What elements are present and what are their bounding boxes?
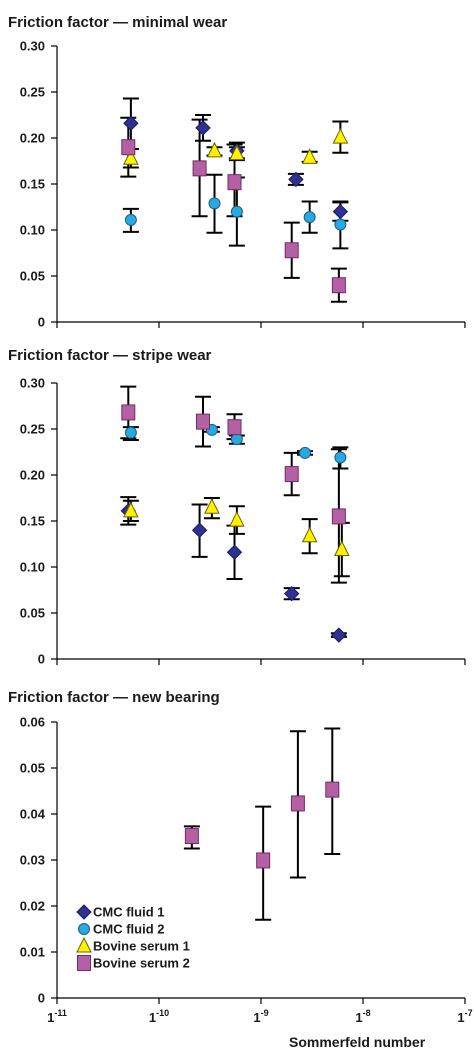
legend-marker-circle <box>78 923 90 935</box>
data-point-triangle <box>334 540 350 557</box>
data-point-diamond <box>288 171 304 188</box>
data-point-square <box>331 277 346 294</box>
y-tick-label: 0.02 <box>20 899 45 914</box>
data-point-triangle <box>229 510 245 527</box>
y-tick-label: 0.10 <box>20 560 45 575</box>
y-tick-label: 0.20 <box>20 468 45 483</box>
legend-label: Bovine serum 2 <box>93 956 190 971</box>
data-point-square <box>227 419 242 436</box>
data-point-circle <box>303 211 316 224</box>
data-point-diamond <box>283 585 300 602</box>
data-point-square <box>192 160 207 177</box>
y-tick-label: 0.05 <box>20 269 45 284</box>
y-tick-label: 0.06 <box>20 715 45 730</box>
y-tick-label: 0 <box>38 315 45 330</box>
y-tick-label: 0 <box>38 652 45 667</box>
data-point-triangle <box>301 148 318 164</box>
y-tick-label: 0 <box>38 991 45 1006</box>
panel-1: Friction factor — minimal wear 0 0.05 0.10 0… <box>8 14 466 330</box>
x-tick-label: 1-9 <box>253 1008 268 1025</box>
y-tick-label: 0.05 <box>20 761 45 776</box>
legend-label: CMC fluid 1 <box>93 905 165 920</box>
x-tick-label: 1-10 <box>149 1008 169 1025</box>
panel-title: Friction factor — stripe wear <box>8 347 212 364</box>
data-point-triangle <box>332 127 349 144</box>
data-point-triangle <box>123 501 139 518</box>
data-point-square <box>284 466 299 483</box>
data-point-square <box>121 139 136 156</box>
data-point-circle <box>208 197 221 210</box>
panel-title: Friction factor — new bearing <box>8 689 220 706</box>
x-axis-label: Sommerfeld number <box>289 1034 426 1050</box>
data-point-triangle <box>123 149 139 165</box>
data-point-square <box>184 828 199 845</box>
x-tick-label: 1-11 <box>47 1008 67 1025</box>
data-point-circle <box>124 213 137 226</box>
y-tick-label: 0.20 <box>20 131 45 146</box>
legend-label: CMC fluid 2 <box>93 922 165 937</box>
data-point-triangle <box>206 141 223 158</box>
data-point-circle <box>230 205 243 218</box>
legend-marker-triangle <box>76 936 92 953</box>
data-point-square <box>325 781 340 798</box>
y-tick-label: 0.01 <box>20 945 45 960</box>
data-point-circle <box>124 426 137 439</box>
data-point-diamond <box>195 120 211 136</box>
x-tick-label: 1-7 <box>457 1008 472 1025</box>
data-point-circle <box>298 446 311 459</box>
data-point-triangle <box>204 498 220 514</box>
legend-marker-square <box>77 955 91 971</box>
data-point-circle <box>334 218 347 231</box>
data-point-square <box>121 404 136 421</box>
y-tick-label: 0.05 <box>20 606 45 621</box>
y-tick-label: 0.03 <box>20 853 45 868</box>
y-tick-label: 0.25 <box>20 422 45 437</box>
data-point-square <box>331 508 346 525</box>
data-point-circle <box>334 451 347 464</box>
y-tick-label: 0.25 <box>20 85 45 100</box>
y-tick-label: 0.04 <box>20 807 46 822</box>
data-point-diamond <box>123 115 139 131</box>
data-point-triangle <box>301 526 318 543</box>
legend: CMC fluid 1 CMC fluid 2 Bovine serum 1 Bovi… <box>76 904 190 971</box>
panel-title: Friction factor — minimal wear <box>8 14 227 31</box>
legend-marker-diamond <box>76 904 92 920</box>
x-tick-label: 1-8 <box>355 1008 370 1025</box>
data-point-triangle <box>229 144 245 161</box>
panel-3: Friction factor — new bearing 0 0.01 0.02 0.… <box>8 689 473 1050</box>
y-tick-label: 0.30 <box>20 376 45 391</box>
data-point-square <box>256 852 271 869</box>
data-point-circle <box>230 433 243 446</box>
data-point-diamond <box>331 627 347 643</box>
y-tick-label: 0.30 <box>20 39 45 54</box>
data-point-diamond <box>226 544 243 560</box>
data-point-square <box>227 174 242 191</box>
data-point-square <box>195 413 210 430</box>
legend-label: Bovine serum 1 <box>93 939 190 954</box>
data-point-diamond <box>332 203 349 220</box>
data-point-square <box>284 242 299 259</box>
y-tick-label: 0.15 <box>20 177 45 192</box>
y-tick-label: 0.15 <box>20 514 45 529</box>
data-point-square <box>290 795 305 812</box>
panel-2: Friction factor — stripe wear 0 0.05 0.10 0.… <box>8 347 466 667</box>
y-tick-label: 0.10 <box>20 223 45 238</box>
data-point-diamond <box>191 522 208 538</box>
